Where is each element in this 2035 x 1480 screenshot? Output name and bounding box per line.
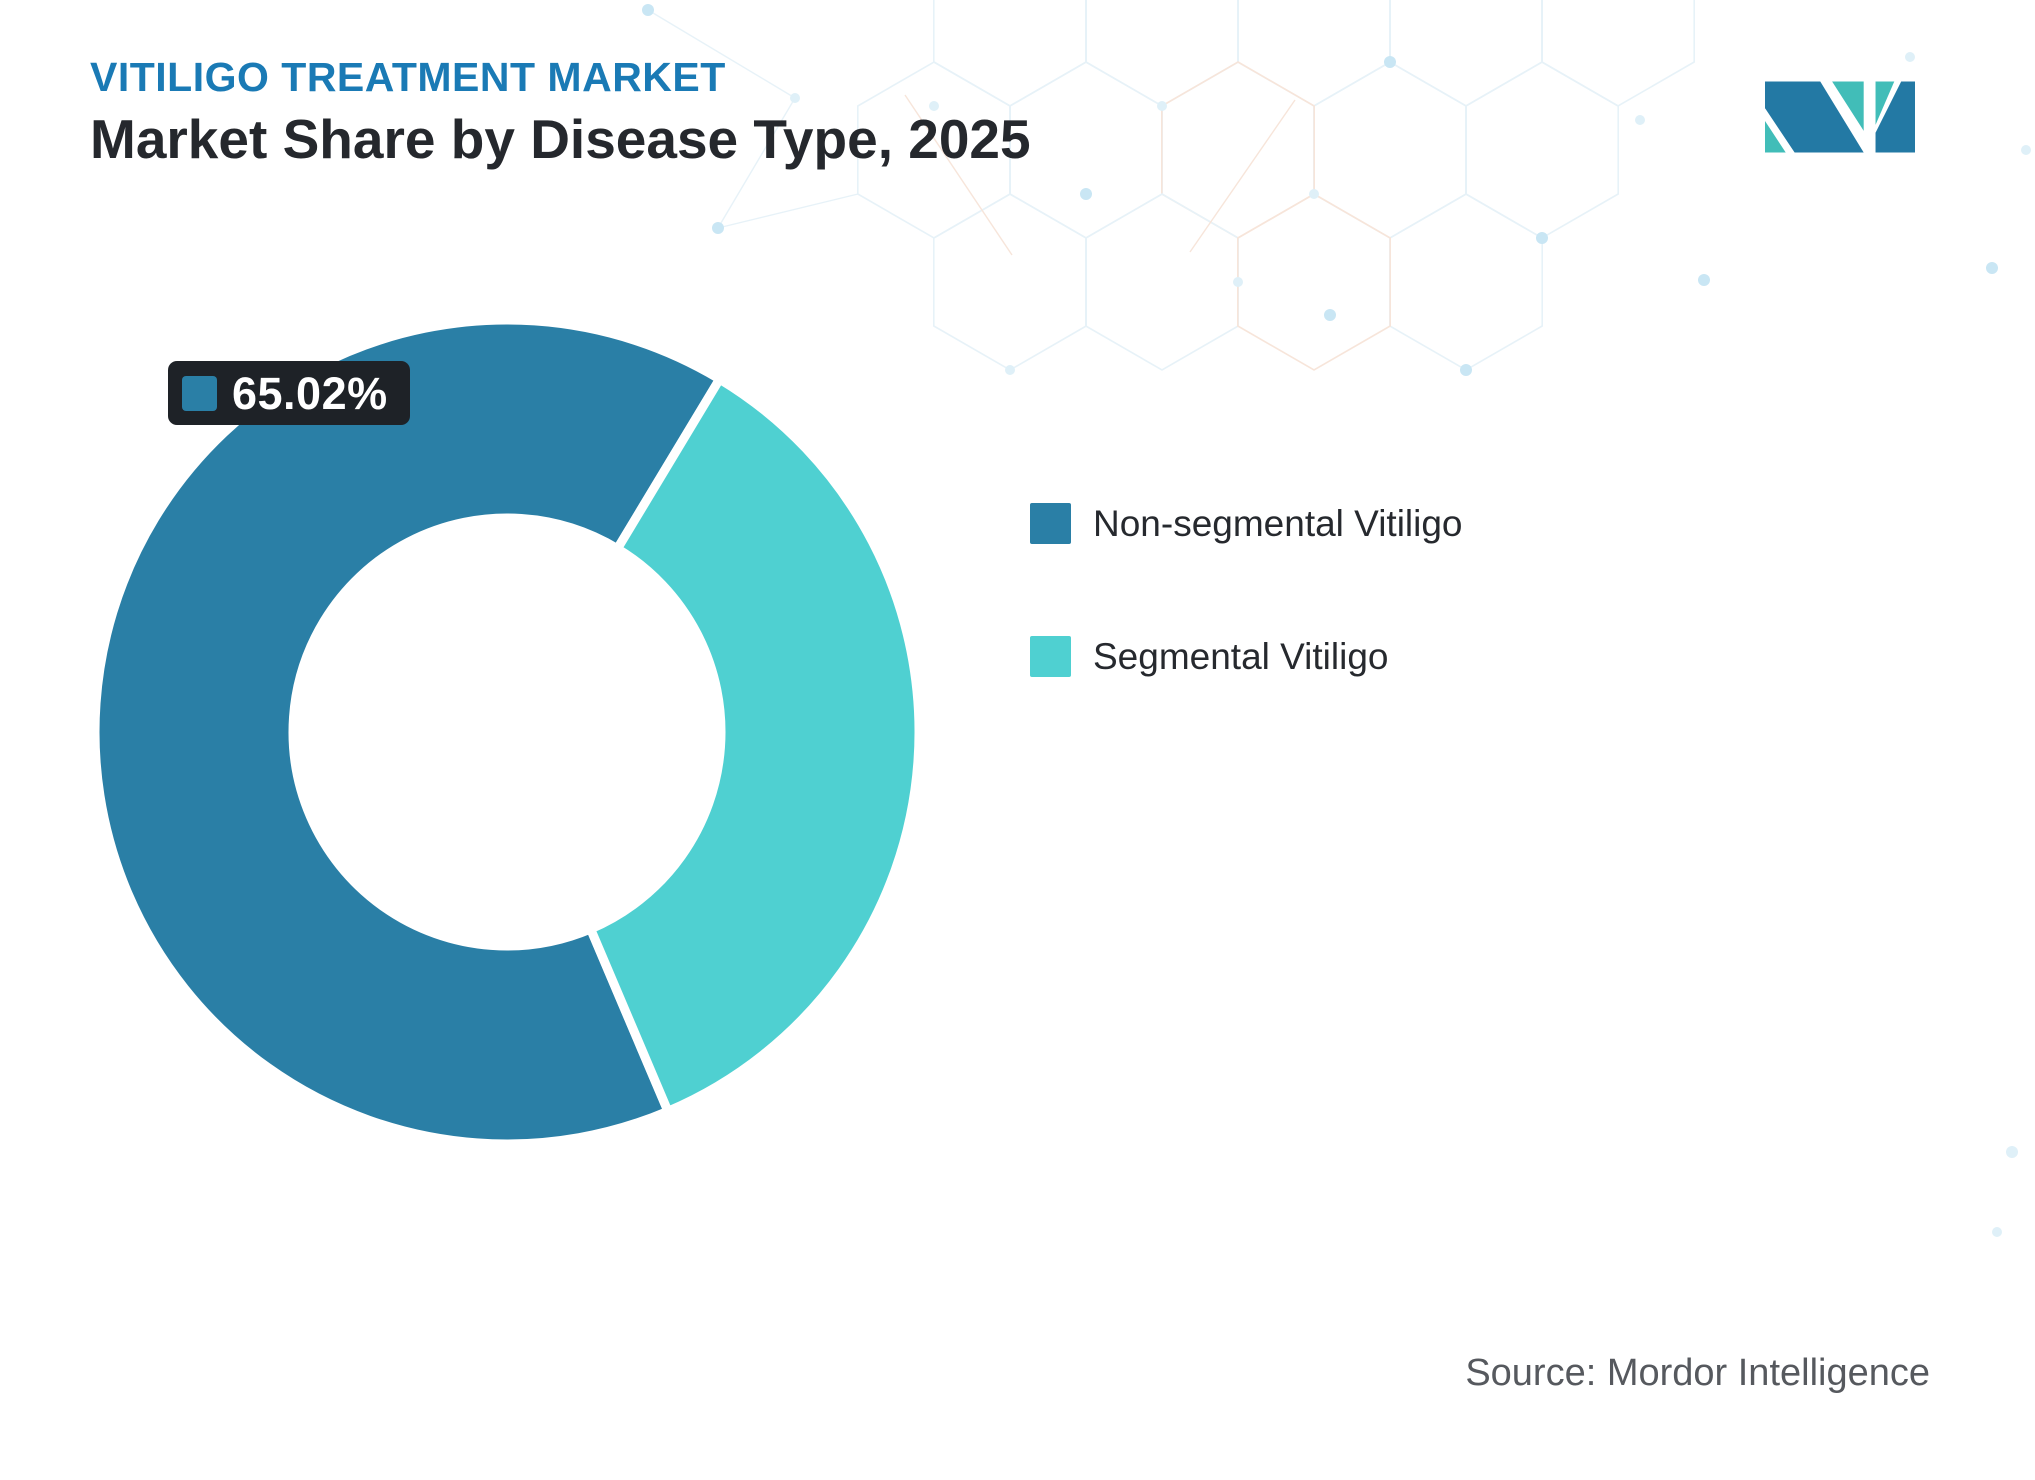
mordor-intelligence-logo-icon <box>1765 81 1915 153</box>
legend-label-non-segmental: Non-segmental Vitiligo <box>1093 503 1463 544</box>
logo-i-teal-triangle <box>1875 81 1895 125</box>
report-title: VITILIGO TREATMENT MARKET <box>90 54 726 100</box>
legend-swatch-non-segmental <box>1030 503 1071 544</box>
donut-slice-segmental-vitiligo[interactable] <box>586 374 924 1116</box>
legend-item-non-segmental[interactable]: Non-segmental Vitiligo <box>1030 503 1463 544</box>
data-label-value: 65.02% <box>232 367 388 419</box>
chart-title: Market Share by Disease Type, 2025 <box>90 108 1031 171</box>
header: VITILIGO TREATMENT MARKET Market Share b… <box>90 54 1031 171</box>
legend-label-segmental: Segmental Vitiligo <box>1093 636 1389 677</box>
chart-legend: Non-segmental Vitiligo Segmental Vitilig… <box>1030 503 1463 769</box>
source-attribution: Source: Mordor Intelligence <box>1465 1352 1930 1394</box>
logo-left-blue-shape <box>1765 81 1864 153</box>
logo-i-blue-shape <box>1875 81 1915 153</box>
donut-slice-non-segmental-vitiligo[interactable] <box>90 315 725 1149</box>
data-label-swatch <box>182 375 217 411</box>
legend-item-segmental[interactable]: Segmental Vitiligo <box>1030 636 1463 677</box>
logo-left-teal-triangle <box>1765 120 1786 153</box>
data-label-non-segmental: 65.02% <box>168 361 410 425</box>
legend-swatch-segmental <box>1030 636 1071 677</box>
logo-right-teal-triangle <box>1832 81 1864 131</box>
